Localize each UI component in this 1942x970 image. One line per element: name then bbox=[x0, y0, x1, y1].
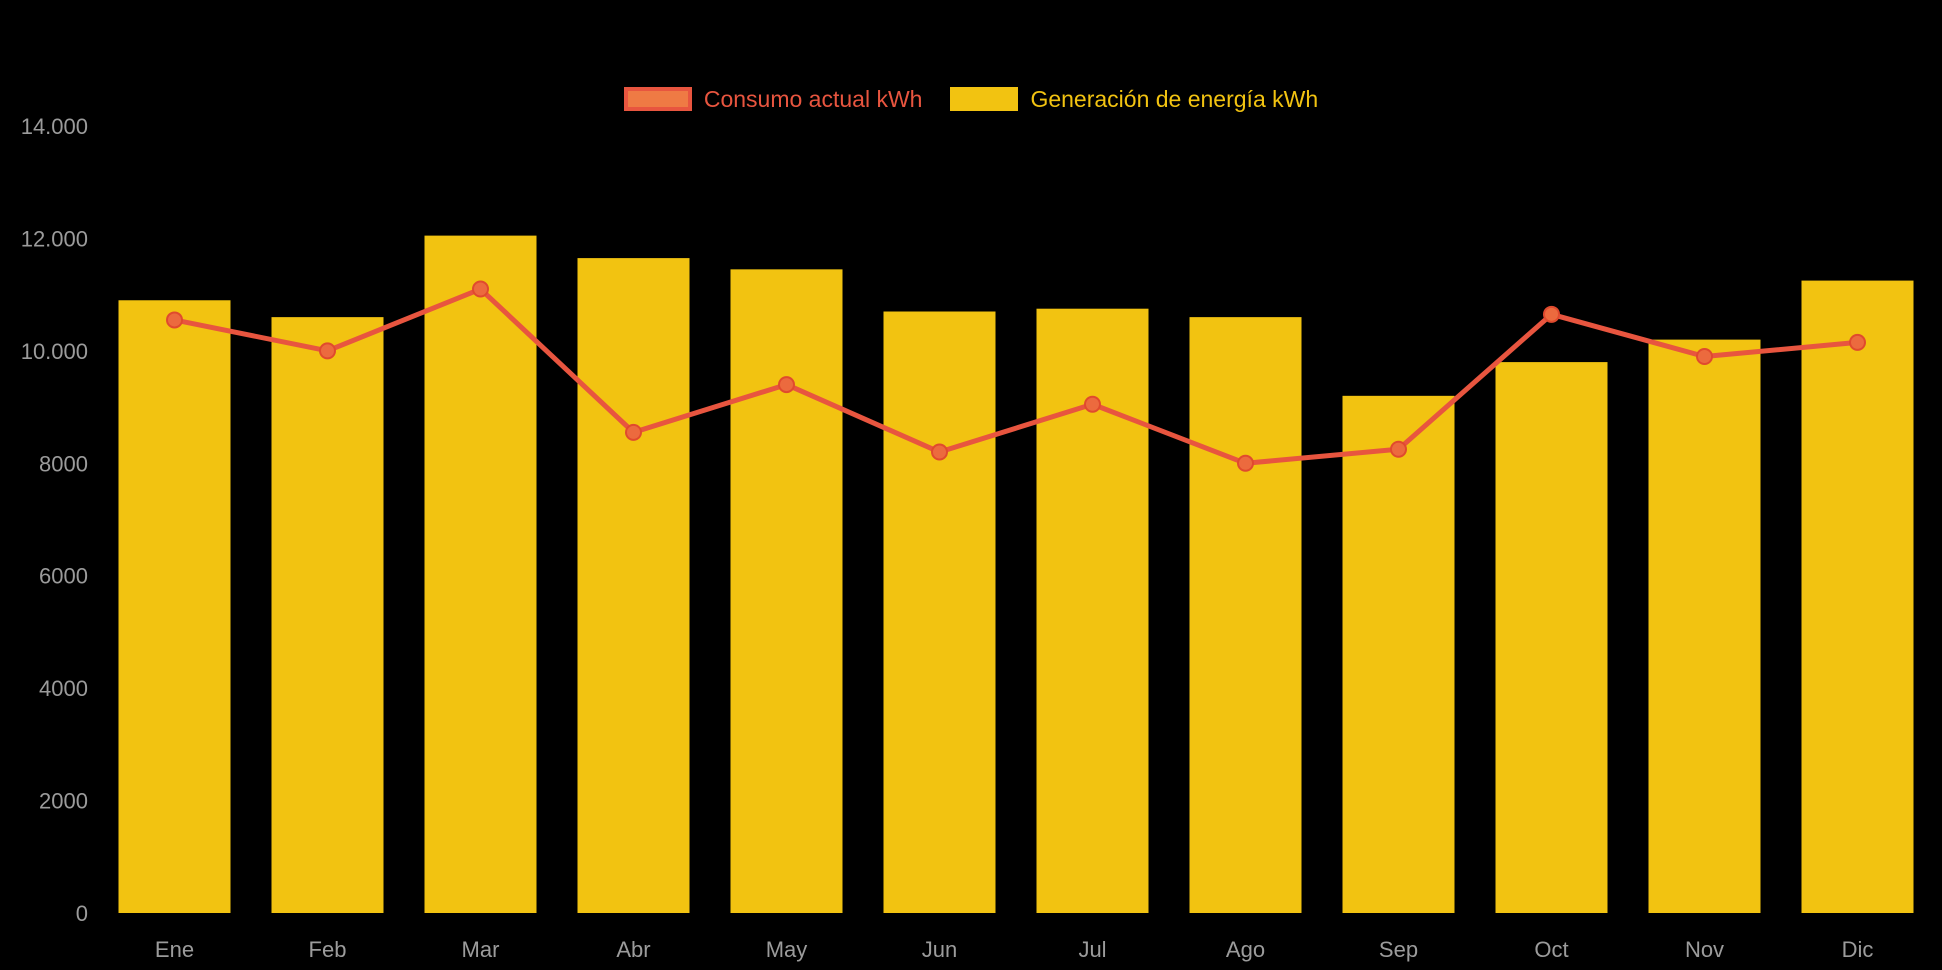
y-tick-label: 14.000 bbox=[21, 114, 88, 139]
x-tick-label-nov: Nov bbox=[1685, 937, 1724, 962]
bar-nov bbox=[1648, 339, 1761, 914]
line-point-feb bbox=[319, 342, 336, 360]
line-point-jul bbox=[1084, 395, 1101, 413]
line-point-mar bbox=[472, 280, 489, 298]
line-point-nov bbox=[1696, 347, 1713, 365]
consumption-line bbox=[172, 286, 1860, 466]
x-tick-label-mar: Mar bbox=[462, 937, 500, 962]
x-tick-label-abr: Abr bbox=[616, 937, 650, 962]
x-tick-label-ago: Ago bbox=[1226, 937, 1265, 962]
x-tick-label-ene: Ene bbox=[155, 937, 194, 962]
bar-oct bbox=[1495, 362, 1608, 914]
line-point-jun bbox=[931, 443, 948, 461]
bar-abr bbox=[577, 258, 690, 913]
line-point-ene bbox=[166, 311, 183, 329]
line-point-sep bbox=[1390, 440, 1407, 458]
line-point-oct bbox=[1543, 305, 1560, 323]
line-point-may bbox=[778, 376, 795, 394]
x-tick-label-oct: Oct bbox=[1534, 937, 1568, 962]
bar-mar bbox=[424, 235, 537, 913]
legend-swatch-consumo-actual bbox=[623, 87, 692, 111]
bar-ago bbox=[1189, 317, 1302, 914]
bar-feb bbox=[271, 317, 384, 914]
bar-sep bbox=[1342, 395, 1455, 913]
line-point-abr bbox=[625, 423, 642, 441]
legend-swatch-generacion-energia bbox=[950, 87, 1019, 111]
legend-label-consumo-actual: Consumo actual kWh bbox=[703, 85, 923, 112]
y-tick-label: 0 bbox=[76, 901, 88, 926]
bar-may bbox=[730, 269, 843, 913]
y-tick-label: 8000 bbox=[39, 451, 88, 476]
bar-jun bbox=[883, 311, 996, 913]
legend-item-generacion-energia[interactable]: Generación de energía kWh bbox=[950, 87, 1318, 111]
y-tick-label: 6000 bbox=[39, 564, 88, 589]
x-tick-label-feb: Feb bbox=[309, 937, 347, 962]
x-tick-label-sep: Sep bbox=[1379, 937, 1418, 962]
y-tick-label: 4000 bbox=[39, 676, 88, 701]
x-tick-label-dic: Dic bbox=[1842, 937, 1874, 962]
y-tick-label: 12.000 bbox=[21, 226, 88, 251]
x-tick-label-jul: Jul bbox=[1078, 937, 1106, 962]
chart-legend: Consumo actual kWh Generación de energía… bbox=[0, 82, 1942, 116]
x-tick-label-jun: Jun bbox=[922, 937, 957, 962]
bar-ene bbox=[118, 300, 231, 913]
x-tick-label-may: May bbox=[766, 937, 808, 962]
y-tick-label: 2000 bbox=[39, 789, 88, 814]
line-point-ago bbox=[1237, 454, 1254, 472]
y-tick-label: 10.000 bbox=[21, 339, 88, 364]
line-point-dic bbox=[1849, 333, 1866, 351]
bar-dic bbox=[1801, 280, 1914, 913]
legend-label-generacion-energia: Generación de energía kWh bbox=[1030, 85, 1319, 112]
legend-item-consumo-actual[interactable]: Consumo actual kWh bbox=[623, 85, 923, 112]
